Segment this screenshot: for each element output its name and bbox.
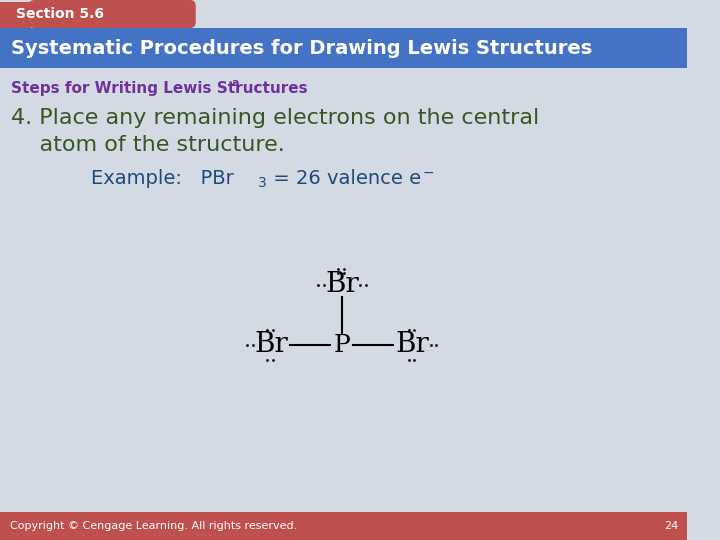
Text: Br: Br xyxy=(325,272,359,299)
Text: P: P xyxy=(333,334,350,356)
Text: 4. Place any remaining electrons on the central: 4. Place any remaining electrons on the … xyxy=(12,108,540,128)
Text: Section 5.6: Section 5.6 xyxy=(17,7,104,21)
FancyBboxPatch shape xyxy=(29,0,196,28)
Text: Br: Br xyxy=(395,332,429,359)
FancyBboxPatch shape xyxy=(0,512,688,540)
Text: a: a xyxy=(231,78,238,88)
FancyBboxPatch shape xyxy=(0,28,688,68)
Text: Example:   PBr: Example: PBr xyxy=(91,168,233,187)
Text: = 26 valence e: = 26 valence e xyxy=(267,168,421,187)
Text: atom of the structure.: atom of the structure. xyxy=(12,135,285,155)
Text: Steps for Writing Lewis Structures: Steps for Writing Lewis Structures xyxy=(12,80,308,96)
Text: 24: 24 xyxy=(664,521,678,531)
Text: Systematic Procedures for Drawing Lewis Structures: Systematic Procedures for Drawing Lewis … xyxy=(12,38,593,57)
Text: Br: Br xyxy=(254,332,288,359)
Text: Copyright © Cengage Learning. All rights reserved.: Copyright © Cengage Learning. All rights… xyxy=(9,521,297,531)
FancyBboxPatch shape xyxy=(0,2,30,28)
Text: −: − xyxy=(423,166,435,180)
Text: 3: 3 xyxy=(258,176,266,190)
